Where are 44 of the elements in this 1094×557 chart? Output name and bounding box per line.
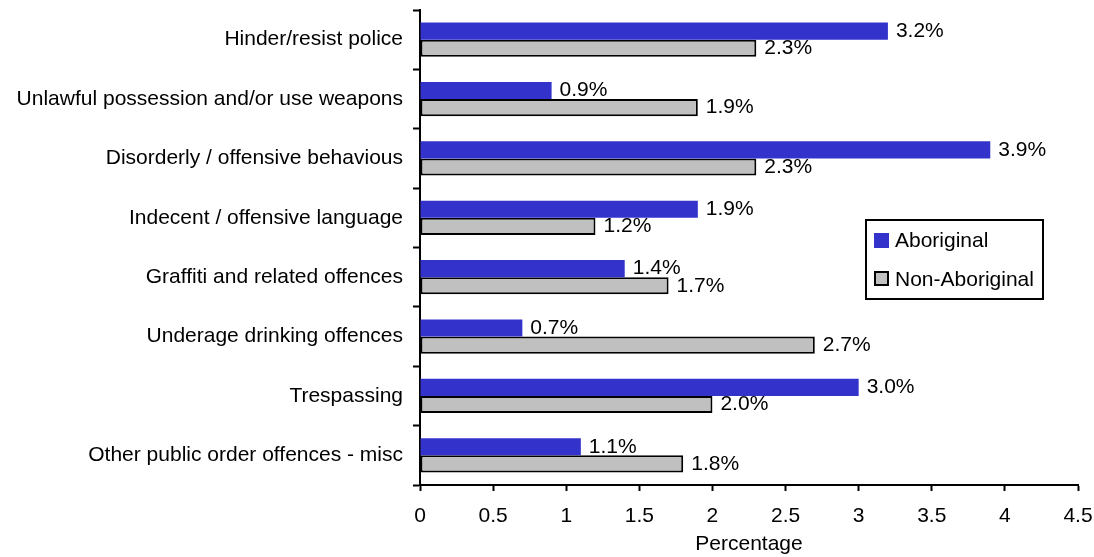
x-tick-label: 1.5 — [624, 503, 654, 527]
data-label: 1.1% — [588, 433, 637, 457]
y-tick-label: Other public order offences - misc — [88, 442, 403, 466]
x-tick-label: 2.5 — [770, 503, 801, 527]
x-tick-label: 4.5 — [1063, 503, 1093, 527]
data-label: 1.8% — [691, 450, 740, 474]
bar — [420, 141, 991, 159]
x-tick-label: 3 — [852, 503, 865, 527]
data-label: 2.0% — [720, 391, 769, 415]
x-tick-label: 2 — [706, 503, 719, 527]
legend-label: Non-Aboriginal — [895, 266, 1034, 291]
data-label: 2.7% — [822, 331, 871, 355]
y-tick-label: Trespassing — [289, 382, 403, 406]
y-tick-label: Graffiti and related offences — [145, 263, 403, 287]
bar — [420, 260, 625, 278]
x-tick-label: 0 — [414, 503, 426, 527]
x-tick-label: 0.5 — [478, 503, 508, 527]
data-label: 3.0% — [866, 374, 915, 398]
data-label: 0.7% — [530, 314, 579, 338]
bar — [420, 200, 698, 218]
x-tick-label: 1 — [560, 503, 573, 527]
bar — [420, 378, 859, 396]
bar — [420, 81, 552, 100]
data-label: 2.3% — [764, 35, 813, 59]
y-tick-label: Disorderly / offensive behavious — [105, 145, 403, 169]
y-tick-label: Indecent / offensive language — [129, 204, 403, 228]
data-label: 1.9% — [705, 94, 754, 118]
data-label: 2.3% — [764, 153, 813, 177]
data-label: 3.2% — [895, 17, 944, 41]
data-label: 3.9% — [998, 136, 1047, 160]
bar — [420, 319, 523, 337]
x-tick-label: 3.5 — [917, 503, 947, 527]
data-label: 1.2% — [603, 213, 652, 237]
y-tick-label: Unlawful possession and/or use weapons — [16, 85, 403, 109]
bar — [420, 438, 581, 456]
x-axis-title: Percentage — [695, 531, 803, 555]
legend-label: Aboriginal — [895, 228, 989, 253]
y-tick-label: Underage drinking offences — [146, 323, 403, 347]
y-tick-label: Hinder/resist police — [224, 26, 403, 50]
bar — [420, 22, 888, 40]
data-label: 1.9% — [705, 196, 754, 220]
data-label: 1.4% — [632, 255, 681, 279]
x-tick-label: 4 — [999, 503, 1012, 527]
data-label: 0.9% — [559, 77, 608, 101]
